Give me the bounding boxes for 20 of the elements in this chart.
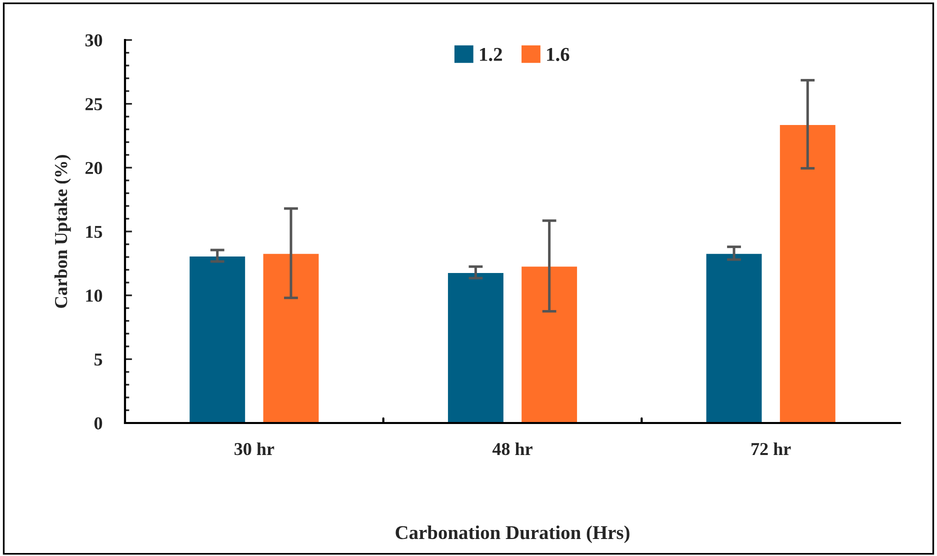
y-tick-label: 5 <box>94 354 102 366</box>
bar <box>704 252 764 423</box>
bar <box>520 265 578 423</box>
y-tick-label: 30 <box>85 34 102 46</box>
x-tick-label: 72 hr <box>752 442 791 455</box>
y-tick-label: 25 <box>85 98 102 110</box>
y-tick-label: 15 <box>86 226 102 238</box>
x-axis-title: Carbonation Duration (Hrs) <box>396 525 630 544</box>
legend-label: 1.6 <box>547 48 570 62</box>
y-tick-label: 10 <box>86 290 102 302</box>
x-tick-label: 30 hr <box>234 442 274 456</box>
bar <box>188 255 246 423</box>
legend-label: 1.2 <box>480 48 502 62</box>
bar <box>262 252 320 423</box>
x-tick-label: 48 hr <box>492 442 532 456</box>
y-tick-label: 20 <box>85 162 102 174</box>
y-tick-label: 0 <box>94 417 102 430</box>
bar <box>778 124 837 423</box>
bar <box>446 272 505 423</box>
y-axis-title: Carbon Uptake (%) <box>54 155 71 308</box>
